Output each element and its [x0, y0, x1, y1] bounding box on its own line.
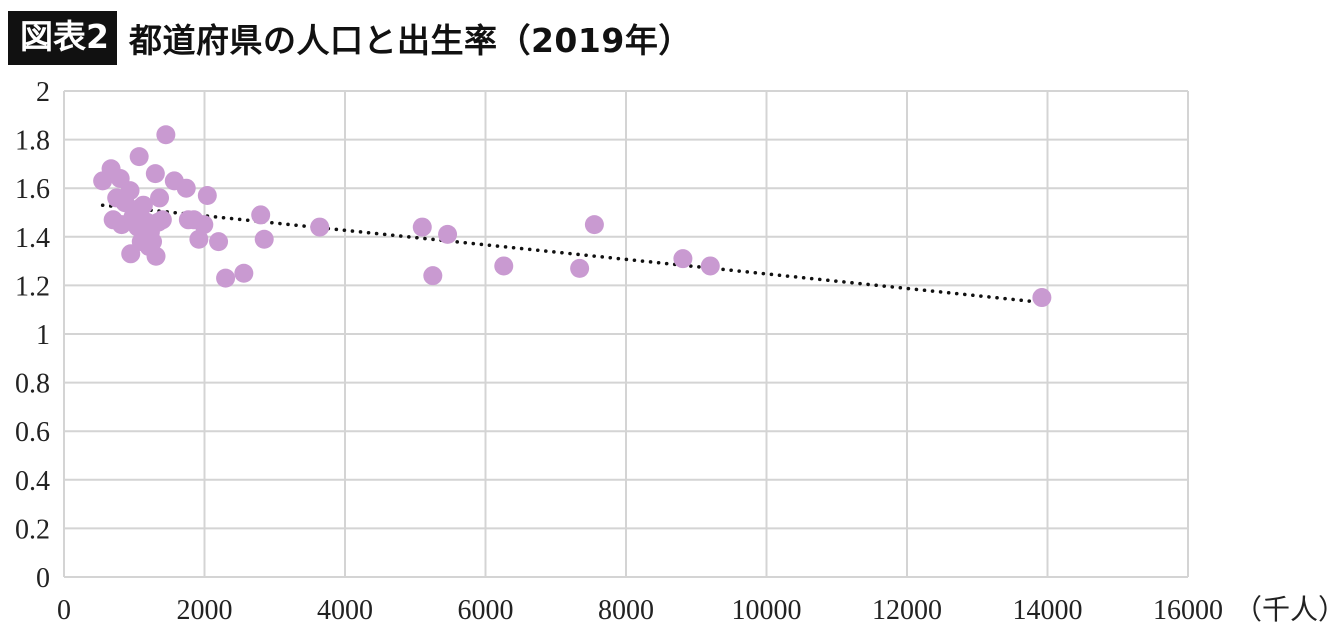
data-point [176, 178, 196, 198]
y-tick-label: 1.2 [15, 271, 50, 302]
y-tick-label: 1.6 [15, 174, 50, 205]
y-tick-label: 0.8 [15, 369, 50, 400]
trendline-group [100, 203, 1044, 305]
data-point [146, 246, 166, 266]
x-tick-label: 4000 [317, 595, 373, 626]
data-point [194, 215, 214, 235]
data-point [152, 210, 172, 230]
data-point [145, 164, 165, 184]
x-tick-label: 10000 [732, 595, 802, 626]
grid-lines [63, 90, 1189, 578]
x-tick-label: 6000 [458, 595, 514, 626]
data-point [133, 195, 153, 215]
data-point [150, 188, 170, 208]
data-point [120, 181, 140, 201]
data-point [438, 224, 458, 244]
y-tick-label: 1.8 [15, 126, 50, 157]
data-point [156, 125, 176, 145]
data-point [234, 263, 254, 283]
data-point [570, 258, 590, 278]
data-point [251, 205, 271, 225]
data-point [129, 147, 149, 167]
y-tick-label: 0.6 [15, 417, 50, 448]
data-points [93, 125, 1052, 308]
chart-header: 図表2 都道府県の人口と出生率（2019年） [8, 10, 692, 66]
data-point [494, 256, 514, 276]
data-point [143, 232, 163, 252]
x-tick-label: 2000 [177, 595, 233, 626]
data-point [209, 232, 229, 252]
data-point [673, 249, 693, 269]
data-point [254, 229, 274, 249]
x-axis-ticks: 0 2000 4000 6000 8000 10000 12000 14000 16000 [57, 595, 1223, 626]
y-tick-label: 0 [36, 563, 50, 594]
data-point [700, 256, 720, 276]
data-point [584, 215, 604, 235]
data-point [197, 185, 217, 205]
x-tick-label: 12000 [872, 595, 942, 626]
data-point [412, 217, 432, 237]
y-tick-label: 0.2 [15, 514, 50, 545]
data-point [1032, 288, 1052, 308]
figure-badge: 図表2 [8, 11, 117, 65]
x-tick-label: 14000 [1013, 595, 1083, 626]
x-tick-label: 0 [57, 595, 71, 626]
y-tick-label: 0.4 [15, 466, 50, 497]
x-axis-unit-label: （千人） [1234, 594, 1340, 626]
y-tick-label: 1.4 [15, 223, 50, 254]
data-point [310, 217, 330, 237]
x-tick-label: 8000 [598, 595, 654, 626]
chart-title: 都道府県の人口と出生率（2019年） [128, 21, 692, 60]
trendline [100, 203, 1044, 305]
data-point [216, 268, 236, 288]
data-point [189, 229, 209, 249]
y-tick-label: 2 [36, 77, 50, 108]
x-tick-label: 16000 [1153, 595, 1223, 626]
data-point [423, 266, 443, 286]
y-axis-ticks: 0 0.2 0.4 0.6 0.8 1 1.2 1.4 1.6 1.8 2 [15, 77, 50, 594]
y-tick-label: 1 [36, 320, 50, 351]
